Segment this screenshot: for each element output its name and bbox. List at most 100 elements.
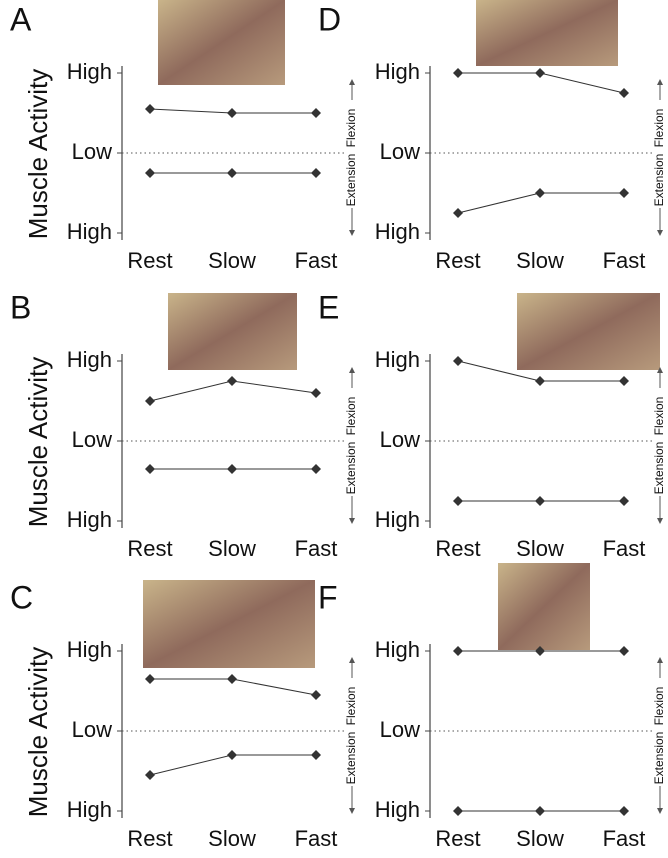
- panel-label: B: [10, 289, 31, 325]
- data-point: [227, 464, 237, 474]
- panel-label: D: [318, 1, 341, 37]
- y-axis-label: Muscle Activity: [23, 647, 53, 818]
- photo: [476, 0, 618, 66]
- y-tick-label: High: [375, 507, 420, 532]
- x-tick-label: Rest: [127, 826, 172, 851]
- x-tick-label: Rest: [127, 248, 172, 273]
- y-tick-label: Low: [380, 427, 420, 452]
- x-tick-label: Slow: [208, 536, 256, 561]
- data-point: [535, 806, 545, 816]
- panel: C Muscle Activity High Low High Rest Slow Fast F…: [10, 579, 358, 850]
- data-point: [453, 806, 463, 816]
- y-tick-label: Low: [72, 427, 112, 452]
- panel: F High Low High Rest Slow Fast Flexion Extension: [318, 563, 666, 851]
- panel: E High Low High Rest Slow Fast Flexion Extension: [318, 289, 666, 560]
- data-point: [311, 690, 321, 700]
- y-tick-label: High: [375, 637, 420, 662]
- y-tick-label: Low: [380, 717, 420, 742]
- data-point: [311, 750, 321, 760]
- data-point: [619, 496, 629, 506]
- y-axis-label: Muscle Activity: [23, 69, 53, 240]
- panel: A Muscle Activity High Low High Rest Slow Fast F…: [10, 0, 358, 273]
- data-point: [619, 646, 629, 656]
- data-point: [453, 646, 463, 656]
- y-tick-label: Low: [72, 717, 112, 742]
- photo: [158, 0, 285, 85]
- flexion-label: Flexion: [344, 397, 358, 436]
- panel-label: A: [10, 1, 32, 37]
- data-point: [535, 376, 545, 386]
- data-point: [619, 188, 629, 198]
- x-tick-label: Fast: [603, 536, 646, 561]
- data-point: [145, 396, 155, 406]
- flexion-label: Flexion: [652, 397, 666, 436]
- panel-label: F: [318, 579, 338, 615]
- x-tick-label: Fast: [295, 826, 338, 851]
- data-point: [145, 104, 155, 114]
- data-point: [453, 496, 463, 506]
- flexion-label: Flexion: [344, 687, 358, 726]
- data-point: [145, 168, 155, 178]
- y-tick-label: High: [375, 59, 420, 84]
- data-point: [227, 108, 237, 118]
- y-tick-label: High: [67, 637, 112, 662]
- extension-label: Extension: [344, 732, 358, 785]
- x-tick-label: Fast: [603, 248, 646, 273]
- extension-label: Extension: [652, 732, 666, 785]
- data-point: [227, 168, 237, 178]
- y-tick-label: High: [375, 347, 420, 372]
- x-tick-label: Fast: [603, 826, 646, 851]
- panel: D High Low High Rest Slow Fast Flexion Extension: [318, 0, 666, 273]
- x-tick-label: Fast: [295, 536, 338, 561]
- extension-label: Extension: [652, 154, 666, 207]
- data-point: [453, 208, 463, 218]
- photo: [517, 293, 660, 370]
- y-tick-label: Low: [72, 139, 112, 164]
- y-tick-label: High: [375, 797, 420, 822]
- data-point: [535, 188, 545, 198]
- data-point: [619, 806, 629, 816]
- data-point: [619, 376, 629, 386]
- y-tick-label: High: [67, 347, 112, 372]
- x-tick-label: Slow: [208, 248, 256, 273]
- data-point: [453, 68, 463, 78]
- y-tick-label: High: [375, 219, 420, 244]
- x-tick-label: Slow: [516, 248, 564, 273]
- data-point: [227, 674, 237, 684]
- data-point: [311, 388, 321, 398]
- extension-label: Extension: [344, 154, 358, 207]
- data-point: [145, 770, 155, 780]
- panel-label: E: [318, 289, 339, 325]
- y-tick-label: High: [67, 507, 112, 532]
- data-point: [535, 68, 545, 78]
- data-point: [619, 88, 629, 98]
- flexion-label: Flexion: [652, 109, 666, 148]
- data-point: [145, 464, 155, 474]
- data-point: [311, 464, 321, 474]
- y-tick-label: High: [67, 59, 112, 84]
- data-point: [227, 750, 237, 760]
- data-point: [453, 356, 463, 366]
- panel-label: C: [10, 579, 33, 615]
- x-tick-label: Fast: [295, 248, 338, 273]
- photo: [498, 563, 590, 650]
- y-axis-label: Muscle Activity: [23, 357, 53, 528]
- x-tick-label: Slow: [516, 536, 564, 561]
- x-tick-label: Rest: [435, 536, 480, 561]
- flexion-label: Flexion: [652, 687, 666, 726]
- flexion-label: Flexion: [344, 109, 358, 148]
- data-point: [535, 646, 545, 656]
- data-point: [145, 674, 155, 684]
- x-tick-label: Rest: [435, 826, 480, 851]
- data-point: [535, 496, 545, 506]
- y-tick-label: High: [67, 219, 112, 244]
- data-point: [227, 376, 237, 386]
- x-tick-label: Slow: [516, 826, 564, 851]
- x-tick-label: Rest: [435, 248, 480, 273]
- y-tick-label: Low: [380, 139, 420, 164]
- data-point: [311, 108, 321, 118]
- x-tick-label: Rest: [127, 536, 172, 561]
- x-tick-label: Slow: [208, 826, 256, 851]
- extension-label: Extension: [652, 442, 666, 495]
